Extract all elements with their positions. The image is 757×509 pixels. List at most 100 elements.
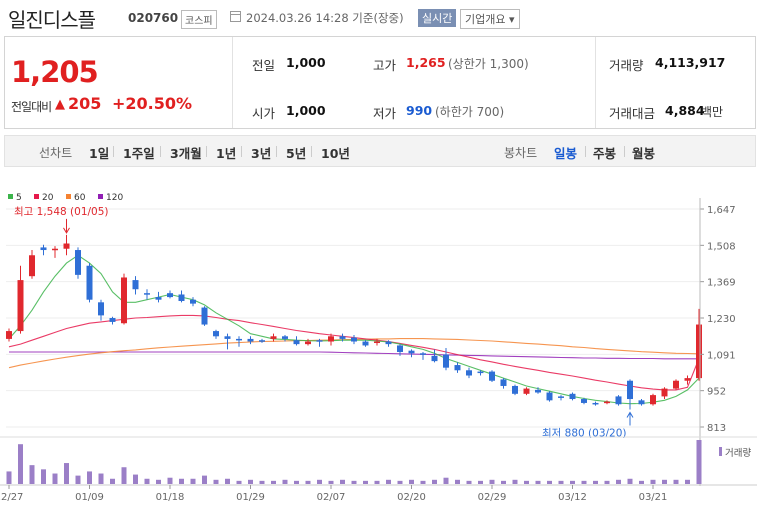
open-label: 시가 <box>252 106 276 121</box>
candle-body <box>443 354 449 368</box>
x-tick-label: 02/29 <box>478 492 507 503</box>
candle-body <box>454 365 461 371</box>
volume-bar <box>282 479 288 484</box>
volume-bar <box>512 479 518 484</box>
period-monthly[interactable]: 월봉 <box>632 146 656 161</box>
volume-bar <box>98 473 104 484</box>
x-tick-label: 02/07 <box>317 492 346 503</box>
candle-body <box>247 338 254 342</box>
separator <box>206 146 207 157</box>
volume-bar <box>547 480 552 484</box>
legend-label: 120 <box>106 193 123 203</box>
volume-bar <box>248 479 253 484</box>
volume-bar <box>478 480 483 484</box>
candle-body <box>132 280 139 290</box>
candle-body <box>638 400 645 405</box>
volume-bar <box>328 480 334 484</box>
candle-body <box>40 247 47 251</box>
volume-bar <box>535 480 541 484</box>
candle-body <box>121 277 127 324</box>
legend-label: 5 <box>16 193 22 203</box>
volume-bar <box>305 480 311 484</box>
volume-legend-label: 거래량 <box>725 447 751 459</box>
candle-body <box>408 350 415 354</box>
period-weekly[interactable]: 주봉 <box>593 146 617 161</box>
change-label: 전일대비 <box>11 100 52 114</box>
period-bar: 선차트 1일 1주일 3개월 1년 3년 5년 10년 봉차트 일봉 주봉 월봉 <box>4 135 756 167</box>
volume-bar <box>558 480 564 484</box>
volume-bar <box>179 478 184 484</box>
divider <box>595 37 596 128</box>
volume-bar <box>167 477 173 484</box>
moving-average-lines <box>8 254 700 405</box>
volume-label: 거래량 <box>609 58 644 73</box>
volume-bar <box>409 479 414 484</box>
candle-body <box>190 299 196 304</box>
candle-body <box>236 338 242 341</box>
volume-bar <box>363 480 368 484</box>
x-tick-label: 01/29 <box>236 492 265 503</box>
volume-bar <box>190 478 196 484</box>
min-arrow-head-icon <box>626 411 634 418</box>
period-1y[interactable]: 1년 <box>216 146 237 161</box>
company-overview-button[interactable]: 기업개요 ▾ <box>460 9 520 29</box>
chart-annotations: 최고 1,548 (01/05) 최저 880 (03/20) <box>14 206 634 439</box>
candle-body <box>535 389 541 393</box>
candle-body <box>661 388 668 397</box>
realtime-button[interactable]: 실시간 <box>418 9 457 27</box>
volume-bar <box>696 440 702 484</box>
period-3m[interactable]: 3개월 <box>170 146 202 161</box>
legend-swatch <box>98 194 103 199</box>
candle-body <box>466 370 472 376</box>
period-3y[interactable]: 3년 <box>251 146 272 161</box>
volume-bar <box>294 480 299 484</box>
candle-body <box>29 255 35 277</box>
separator <box>113 146 114 157</box>
volume-bar <box>259 480 265 484</box>
max-annotation: 최고 1,548 (01/05) <box>14 206 109 218</box>
volume-bar <box>627 478 633 484</box>
volume-bar <box>650 479 656 484</box>
chart-legend: 5 20 60 120 <box>8 193 123 203</box>
period-5y[interactable]: 5년 <box>286 146 307 161</box>
period-daily[interactable]: 일봉 <box>554 146 578 161</box>
candle-body <box>581 399 587 403</box>
volume-bar <box>121 467 127 484</box>
y-tick-label: 1,230 <box>707 314 736 325</box>
volume-bar <box>52 473 58 484</box>
y-tick-label: 1,369 <box>707 278 736 289</box>
prev-close-value: 1,000 <box>286 55 326 70</box>
period-10y[interactable]: 10년 <box>321 146 350 161</box>
volume-bar <box>144 478 150 484</box>
candle-body <box>86 265 93 300</box>
volume-bar <box>570 480 575 484</box>
candle-body <box>259 340 265 342</box>
y-tick-label: 1,091 <box>707 350 736 361</box>
volume-bar <box>29 465 35 484</box>
x-tick-label: 12/27 <box>0 492 23 503</box>
volume-bar <box>156 479 161 484</box>
y-tick-label: 1,508 <box>707 241 736 252</box>
candle-body <box>650 395 656 405</box>
volume-bar <box>213 479 219 484</box>
candle-body <box>167 293 173 298</box>
x-tick-label: 01/18 <box>156 492 185 503</box>
candle-body <box>351 337 357 342</box>
max-arrow-head-icon <box>63 227 70 234</box>
candle-body <box>213 331 219 337</box>
ma5-line <box>8 254 700 405</box>
open-value: 1,000 <box>286 103 326 118</box>
candle-body <box>569 393 576 400</box>
volume-value: 4,113,917 <box>655 55 726 70</box>
candle-body <box>684 378 691 381</box>
candle-body <box>155 297 162 300</box>
period-1w[interactable]: 1주일 <box>123 146 155 161</box>
divider <box>232 37 233 128</box>
trade-value-label: 거래대금 <box>609 106 656 121</box>
prev-close-label: 전일 <box>252 58 276 73</box>
volume-bar <box>317 479 322 484</box>
volume-bar <box>432 479 437 484</box>
period-1d[interactable]: 1일 <box>89 146 110 161</box>
legend-swatch <box>8 194 13 199</box>
volume-bar <box>420 480 426 484</box>
